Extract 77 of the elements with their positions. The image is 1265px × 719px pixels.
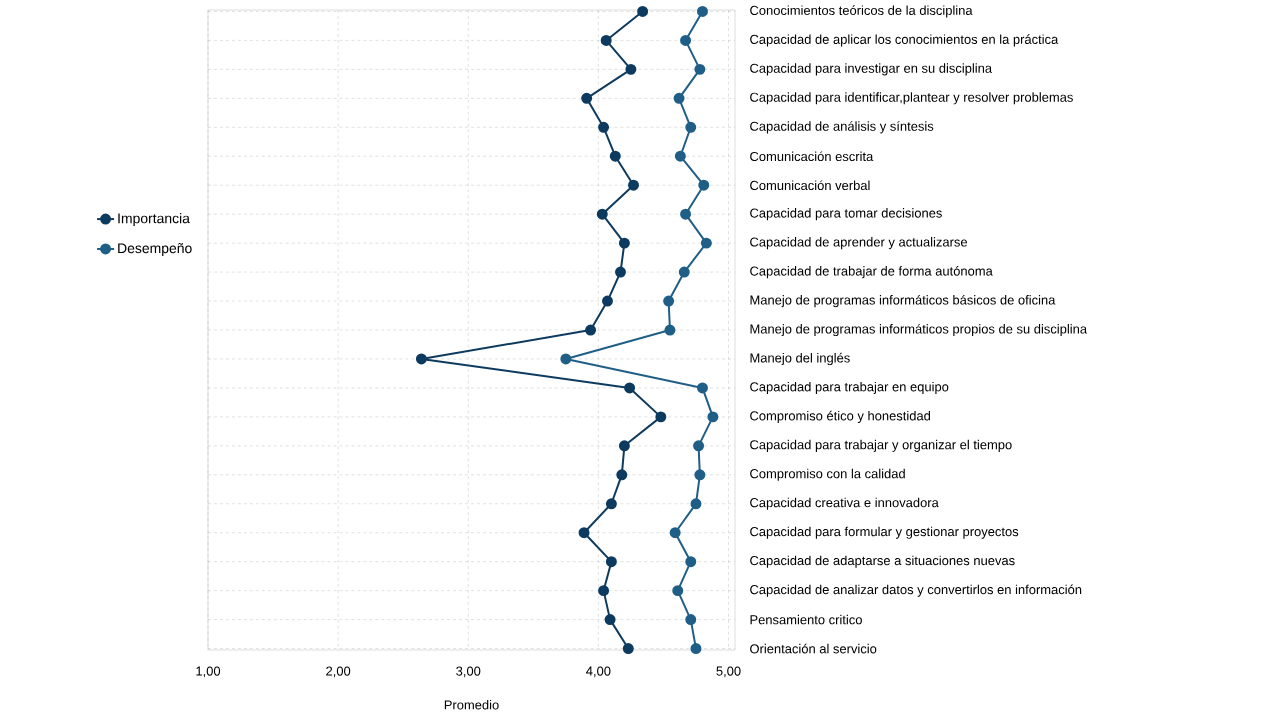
point xyxy=(605,556,617,568)
point xyxy=(615,266,626,278)
point xyxy=(685,121,697,133)
legend-label: Desempeño xyxy=(118,243,192,256)
point xyxy=(581,92,593,104)
point xyxy=(585,324,597,336)
y-tick-label: Capacidad para trabajar en equipo xyxy=(750,381,949,394)
point xyxy=(696,382,708,394)
point xyxy=(655,411,667,423)
y-tick-label: Capacidad de análisis y síntesis xyxy=(750,121,934,134)
legend-label: Importancia xyxy=(118,213,190,227)
x-tick-label: 4,00 xyxy=(586,666,611,678)
point xyxy=(678,266,690,278)
x-axis-title: Promedio xyxy=(444,699,499,710)
y-tick-label: Capacidad de aprender y actualizarse xyxy=(750,237,968,250)
x-tick-label: 2,00 xyxy=(326,666,351,678)
y-tick-label: Comunicación escrita xyxy=(750,151,874,162)
point xyxy=(673,92,685,104)
y-tick-label: Manejo de programas informáticos propios de su disciplina xyxy=(750,323,1088,337)
point xyxy=(609,150,621,162)
y-tick-label: Compromiso con la calidad xyxy=(750,468,905,481)
point xyxy=(578,527,590,539)
point xyxy=(625,63,637,75)
point xyxy=(596,208,608,220)
y-tick-label: Capacidad de adaptarse a situaciones nuevas xyxy=(750,555,1015,568)
point xyxy=(598,585,610,597)
point xyxy=(637,5,649,17)
point xyxy=(624,382,636,394)
point xyxy=(560,353,572,365)
point xyxy=(616,469,628,481)
point xyxy=(690,498,702,510)
point xyxy=(674,150,686,162)
y-tick-label: Manejo de programas informáticos básicos de oficina xyxy=(750,294,1056,308)
point xyxy=(694,469,706,481)
y-tick-label: Capacidad para tomar decisiones xyxy=(750,208,942,221)
point xyxy=(700,237,712,249)
point xyxy=(664,324,676,336)
point xyxy=(600,34,612,46)
point xyxy=(698,179,710,191)
point xyxy=(693,440,705,452)
point xyxy=(694,63,706,75)
x-tick-label: 5,00 xyxy=(716,666,741,678)
point xyxy=(604,614,616,626)
point xyxy=(415,353,427,365)
y-tick-label: Manejo del inglés xyxy=(750,352,850,366)
point xyxy=(707,411,719,423)
point xyxy=(618,237,630,249)
point xyxy=(598,121,610,133)
point xyxy=(602,295,613,307)
y-tick-label: Capacidad para formular y gestionar proyectos xyxy=(750,526,1019,539)
point xyxy=(663,295,675,307)
y-tick-label: Capacidad de trabajar de forma autónoma xyxy=(750,265,993,279)
x-tick-label: 3,00 xyxy=(456,666,481,678)
point xyxy=(672,585,684,597)
point xyxy=(685,614,697,626)
point xyxy=(685,556,697,568)
y-tick-label: Pensamiento critico xyxy=(750,614,862,625)
point xyxy=(680,208,692,220)
point xyxy=(618,440,630,452)
y-tick-label: Orientación al servicio xyxy=(750,643,877,654)
y-tick-label: Capacidad de aplicar los conocimientos en la práctica xyxy=(750,34,1059,47)
point xyxy=(622,643,634,655)
point xyxy=(696,5,708,17)
point xyxy=(628,179,639,191)
point xyxy=(605,498,617,510)
y-tick-label: Compromiso ético y honestidad xyxy=(750,410,931,423)
y-tick-label: Comunicación verbal xyxy=(750,180,870,191)
x-tick-label: 1,00 xyxy=(196,666,221,678)
point xyxy=(680,34,692,46)
y-tick-label: Capacidad para trabajar y organizar el tiempo xyxy=(750,439,1012,452)
y-tick-label: Capacidad para investigar en su disciplina xyxy=(750,63,993,76)
y-tick-label: Capacidad de analizar datos y convertirlos en información xyxy=(750,584,1082,597)
point xyxy=(669,527,681,539)
y-tick-label: Conocimientos teóricos de la disciplina xyxy=(750,5,973,18)
y-tick-label: Capacidad creativa e innovadora xyxy=(750,497,939,510)
y-tick-label: Capacidad para identificar,plantear y resolver problemas xyxy=(750,92,1073,105)
point xyxy=(690,643,702,655)
